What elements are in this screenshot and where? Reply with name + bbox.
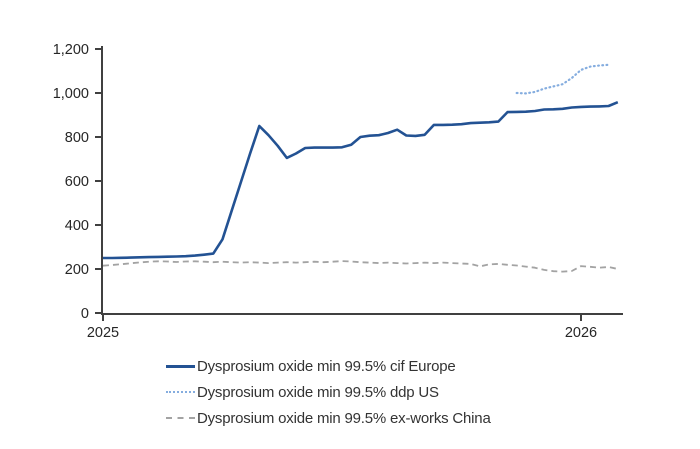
chart-plot-area: 0 200 400 600 800 1,000 1,200 2025 2026 xyxy=(53,42,623,341)
legend-label: Dysprosium oxide min 99.5% ddp US xyxy=(197,383,439,401)
series-ex-works-china-line xyxy=(102,260,618,273)
legend-item-ddp-us: Dysprosium oxide min 99.5% ddp US xyxy=(166,379,491,405)
x-tick-label: 2026 xyxy=(565,325,597,341)
legend-dashed-line-sample xyxy=(166,417,195,419)
legend-dotted-line-sample xyxy=(166,391,195,393)
y-tick-label: 0 xyxy=(81,306,89,322)
x-tick-label: 2025 xyxy=(87,325,119,341)
legend-item-ex-works-china: Dysprosium oxide min 99.5% ex-works Chin… xyxy=(166,405,491,431)
y-tick-label: 1,200 xyxy=(53,42,89,58)
y-tick-label: 800 xyxy=(65,130,89,146)
legend-item-cif-europe: Dysprosium oxide min 99.5% cif Europe xyxy=(166,353,491,379)
y-tick-label: 400 xyxy=(65,218,89,234)
y-tick-label: 600 xyxy=(65,174,89,190)
legend-label: Dysprosium oxide min 99.5% ex-works Chin… xyxy=(197,409,491,427)
y-tick-label: 1,000 xyxy=(53,86,89,102)
legend-solid-line-sample xyxy=(166,364,195,368)
y-tick-label: 200 xyxy=(65,262,89,278)
chart-legend: Dysprosium oxide min 99.5% cif Europe Dys… xyxy=(166,353,491,431)
series-cif-europe-line xyxy=(103,100,619,260)
series-ddp-us-line xyxy=(515,63,610,95)
legend-label: Dysprosium oxide min 99.5% cif Europe xyxy=(197,357,456,375)
